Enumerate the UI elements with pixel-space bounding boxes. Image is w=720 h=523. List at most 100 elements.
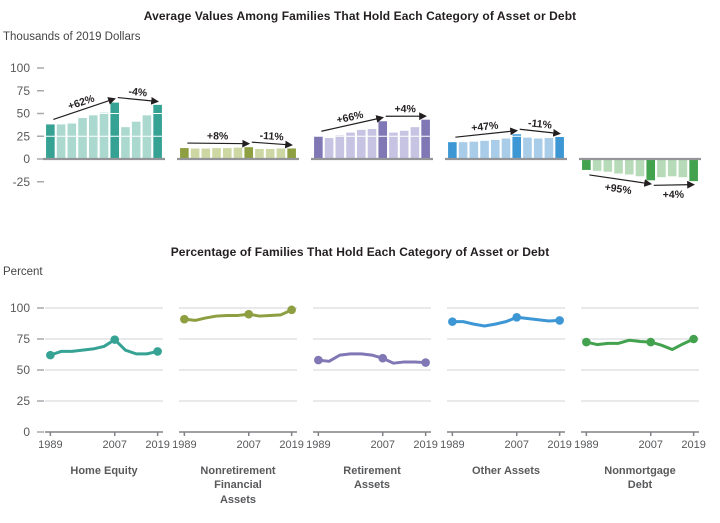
category-label-nonmortgage-debt: Nonmortgage Debt [604,465,676,492]
thousands-of-dollars-axis-label: Thousands of 2019 Dollars [3,31,141,43]
bar-1998 [346,132,355,159]
y-axis-tick-label: 75 [17,84,31,98]
y-axis-tick-label: 100 [10,61,30,75]
bar-2001 [356,129,366,159]
x-axis-tick-label: 1989 [38,439,62,451]
bar-2019 [689,159,698,182]
bar-2013 [399,130,409,159]
change-annotation: +4% [395,103,417,115]
average-values-chart-row: 100 75 50 25 0 -25 +62%-4% +8% -11% +66% +4% +47% -1… [10,61,701,201]
bar-1998 [614,159,623,174]
bar-2016 [544,138,554,159]
change-arrow [321,115,385,132]
data-point-1989 [582,337,591,347]
trend-line [316,352,428,365]
bar-1992 [190,148,200,159]
bar-1995 [469,141,479,159]
percent-axis-label: Percent [3,266,43,278]
bar-2001 [624,159,634,175]
trend-line [450,315,562,328]
change-arrow [653,180,695,189]
bar-1992 [56,124,66,159]
bar-1995 [201,148,211,159]
y-axis-tick-label: 25 [17,129,31,143]
data-point-2019 [689,334,698,344]
x-axis-tick-label: 2019 [681,439,705,451]
x-axis-tick-label: 2007 [504,439,528,451]
y-axis-tick-label: -25 [13,175,31,189]
bar-2010 [657,159,666,178]
bar-1992 [592,159,602,171]
change-annotation: -4% [128,86,148,100]
change-arrow [53,97,116,120]
avg-chart-nonmortgage-debt: +95% +4% [579,90,701,201]
data-point-2007 [244,309,254,319]
y-axis-tick-label: 0 [23,425,30,439]
change-annotation: +8% [207,130,229,142]
avg-chart-home-equity: +62%-4% [43,86,165,161]
bar-2007 [512,134,522,159]
change-arrow [187,139,251,148]
data-point-2007 [110,335,120,344]
change-annotation: +66% [335,109,365,127]
y-axis-tick-label: 75 [17,332,31,346]
change-annotation: +47% [471,120,500,135]
data-point-2019 [555,316,564,325]
x-axis-tick-label: 2019 [279,439,303,451]
data-point-2007 [378,353,388,363]
avg-chart-nonretirement-financial-assets: +8% -11% [177,90,299,161]
y-axis-tick-label: 25 [17,394,31,408]
percentage-title: Percentage of Families That Hold Each Ca… [170,245,550,259]
data-point-1989 [180,314,189,324]
bar-2001 [88,115,98,159]
bar-1989 [46,124,55,159]
change-annotation: -11% [259,130,284,144]
pct-chart-nonretirement-financial-assets: 1989 2007 2019 [172,305,304,451]
bar-1992 [458,142,468,159]
bar-2001 [222,148,232,159]
bar-2004 [367,128,377,159]
bar-1998 [480,140,489,159]
category-label-nonretirement-financial-assets: Nonretirement Financial Assets [200,465,276,506]
bar-2007 [244,147,254,159]
bar-2019 [153,104,162,159]
trend-line [48,338,160,357]
bar-2010 [523,137,532,159]
bar-2004 [635,159,645,177]
bar-1989 [180,148,189,159]
change-annotation: +95% [604,181,633,197]
bar-2010 [389,132,398,159]
data-point-2019 [153,347,162,356]
x-axis-tick-label: 2007 [638,439,662,451]
x-axis-tick-label: 2019 [145,439,169,451]
bar-2004 [501,138,511,159]
x-axis-tick-label: 1989 [574,439,598,451]
y-axis-tick-label: 50 [17,107,31,121]
bar-1995 [603,159,613,172]
change-arrow [455,127,519,138]
data-point-2019 [287,305,296,315]
data-point-2007 [646,337,656,347]
bar-2013 [131,121,141,159]
bar-2013 [533,138,543,159]
pct-chart-nonmortgage-debt: 1989 2007 2019 [574,307,706,451]
bar-2013 [667,159,677,177]
x-axis-tick-label: 1989 [172,439,196,451]
change-arrow [519,128,561,137]
bar-1998 [212,148,221,159]
category-label-other-assets: Other Assets [471,465,541,477]
x-axis-tick-label: 2019 [547,439,571,451]
bar-2019 [287,148,296,159]
bar-2016 [410,127,420,159]
bar-1995 [67,123,77,159]
change-annotation: +4% [663,189,685,201]
y-axis-tick-label: 50 [17,363,31,377]
x-axis-tick-label: 2007 [236,439,260,451]
avg-chart-retirement-assets: +66% +4% [311,90,433,161]
x-axis-tick-label: 2007 [102,439,126,451]
bar-2001 [490,139,500,159]
pct-chart-other-assets: 1989 2007 2019 [440,307,572,451]
avg-chart-other-assets: +47% -11% [445,90,567,161]
change-arrow [589,174,653,187]
